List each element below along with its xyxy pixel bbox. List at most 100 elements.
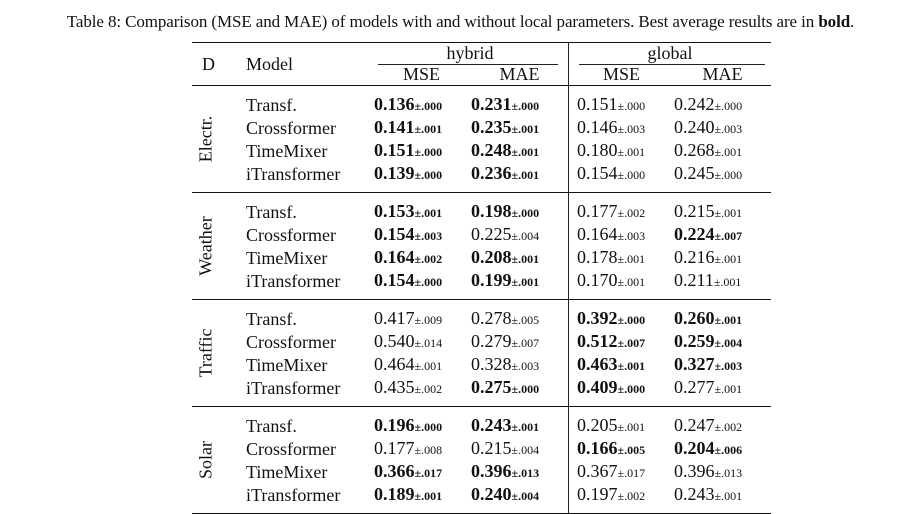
metric-value: 0.396: [471, 461, 512, 481]
cell-hybrid-mae: 0.278±.005: [471, 299, 569, 331]
cell-value-wrap: 0.198±.000: [471, 201, 539, 221]
cell-hybrid-mae: 0.225±.004: [471, 224, 569, 247]
table-row: TimeMixer 0.464±.001 0.328±.003 0.463±.001 0…: [192, 354, 771, 377]
hybrid-underline: [378, 64, 558, 65]
std-value: ±.000: [414, 145, 443, 159]
metric-value: 0.177: [374, 438, 415, 458]
cell-hybrid-mae: 0.396±.013: [471, 461, 569, 484]
metric-value: 0.367: [577, 461, 618, 481]
std-value: ±.002: [617, 206, 646, 220]
table-row: TimeMixer 0.164±.002 0.208±.001 0.178±.001 0…: [192, 247, 771, 270]
table-row: Crossformer 0.177±.008 0.215±.004 0.166±.00…: [192, 438, 771, 461]
model-name: Crossformer: [246, 332, 336, 352]
cell-global-mae: 0.277±.001: [674, 377, 771, 407]
cell-value-wrap: 0.177±.008: [374, 438, 442, 458]
cell-value-wrap: 0.153±.001: [374, 201, 442, 221]
std-value: ±.006: [714, 443, 743, 457]
table-row: iTransformer 0.189±.001 0.240±.004 0.197±.0…: [192, 484, 771, 514]
table-row: TimeMixer 0.366±.017 0.396±.013 0.367±.017 0…: [192, 461, 771, 484]
cell-global-mse: 0.166±.005: [569, 438, 675, 461]
cell-global-mae: 0.242±.000: [674, 86, 771, 118]
cell-global-mae: 0.327±.003: [674, 354, 771, 377]
metric-header-row: MSE MAE MSE MAE: [192, 64, 771, 86]
metric-value: 0.208: [471, 247, 512, 267]
std-value: ±.005: [511, 313, 540, 327]
std-value: ±.002: [617, 489, 646, 503]
metric-value: 0.189: [374, 484, 415, 504]
cell-global-mse: 0.409±.000: [569, 377, 675, 407]
cell-value-wrap: 0.151±.000: [374, 140, 442, 160]
group-global-label: global: [647, 43, 693, 63]
cell-global-mse: 0.463±.001: [569, 354, 675, 377]
std-value: ±.013: [511, 466, 540, 480]
model-name: TimeMixer: [246, 462, 328, 482]
dataset-name: Weather: [195, 216, 216, 276]
metric-value: 0.275: [471, 377, 512, 397]
model-name: iTransformer: [246, 271, 341, 291]
cell-value-wrap: 0.211±.001: [674, 270, 741, 290]
model-header: Model: [246, 53, 293, 74]
cell-value-wrap: 0.164±.003: [577, 224, 645, 244]
metric-value: 0.215: [674, 201, 715, 221]
metric-value: 0.136: [374, 94, 415, 114]
std-value: ±.000: [414, 420, 443, 434]
table-row: Electr. Transf. 0.136 ±.000 0.231±.000 0.151±…: [192, 85, 771, 162]
cell-global-mae: 0.243±.001: [674, 484, 771, 514]
std-value: ±.003: [714, 122, 743, 136]
metric-header-hybrid-mse: MSE: [402, 64, 440, 84]
model-name: Transf.: [246, 95, 297, 115]
std-value: ±.001: [511, 420, 540, 434]
metric-value: 0.240: [674, 117, 715, 137]
cell-value-wrap: 0.139±.000: [374, 163, 442, 183]
cell-hybrid-mse: 0.417±.009: [372, 300, 471, 332]
metric-value: 0.392: [577, 308, 618, 328]
std-value: ±.000: [617, 99, 646, 113]
std-value: ±.000: [511, 206, 540, 220]
cell-value-wrap: 0.396±.013: [471, 461, 539, 481]
metric-value: 0.463: [577, 354, 618, 374]
model-name: TimeMixer: [246, 355, 328, 375]
cell-value-wrap: 0.242±.000: [674, 94, 742, 114]
model-name: iTransformer: [246, 485, 341, 505]
cell-value-wrap: 0.154±.003: [374, 224, 442, 244]
cell-global-mse: 0.154±.000: [569, 163, 675, 193]
metric-value: 0.141: [374, 117, 415, 137]
cell-hybrid-mse: 0.366±.017: [372, 461, 471, 484]
metric-value: 0.235: [471, 117, 512, 137]
cell-hybrid-mse: 0.164±.002: [372, 247, 471, 270]
metric-value: 0.512: [577, 331, 618, 351]
std-value: ±.017: [617, 466, 646, 480]
metric-value: 0.259: [674, 331, 715, 351]
cell-value-wrap: 0.205±.001: [577, 415, 645, 435]
cell-hybrid-mae: 0.235±.001: [471, 117, 569, 140]
table-caption: Table 8: Comparison (MSE and MAE) of mod…: [0, 12, 921, 32]
metric-value: 0.224: [674, 224, 715, 244]
cell-value-wrap: 0.231±.000: [471, 94, 539, 114]
cell-global-mae: 0.260±.001: [674, 300, 771, 332]
metric-value: 0.170: [577, 270, 618, 290]
cell-global-mae: 0.247±.002: [674, 407, 771, 439]
std-value: ±.001: [714, 145, 743, 159]
std-value: ±.004: [511, 489, 540, 503]
cell-global-mae: 0.204±.006: [674, 438, 771, 461]
cell-value-wrap: 0.180±.001: [577, 140, 645, 160]
dataset-name: Electr.: [195, 115, 216, 163]
model-name: Transf.: [246, 309, 297, 329]
cell-value-wrap: 0.224±.007: [674, 224, 742, 244]
cell-value-wrap: 0.154±.000: [374, 270, 442, 290]
cell-value-wrap: 0.199±.001: [471, 270, 539, 290]
cell-value-wrap: 0.141±.001: [374, 117, 442, 137]
table-row: Weather Transf. 0.153±.001 0.198±.000 0.177±…: [192, 192, 771, 276]
std-value: ±.000: [714, 99, 743, 113]
cell-value-wrap: 0.277±.001: [674, 377, 742, 397]
cell-value-wrap: 0.366±.017: [374, 461, 442, 481]
metric-value: 0.164: [374, 247, 415, 267]
metric-value: 0.197: [577, 484, 618, 504]
cell-global-mse: 0.146±.003: [569, 117, 675, 140]
global-underline: [579, 64, 765, 65]
metric-value: 0.248: [471, 140, 512, 160]
metric-header-global-mae: MAE: [702, 64, 743, 84]
metric-value: 0.204: [674, 438, 715, 458]
std-value: ±.001: [511, 168, 540, 182]
std-value: ±.009: [414, 313, 443, 327]
